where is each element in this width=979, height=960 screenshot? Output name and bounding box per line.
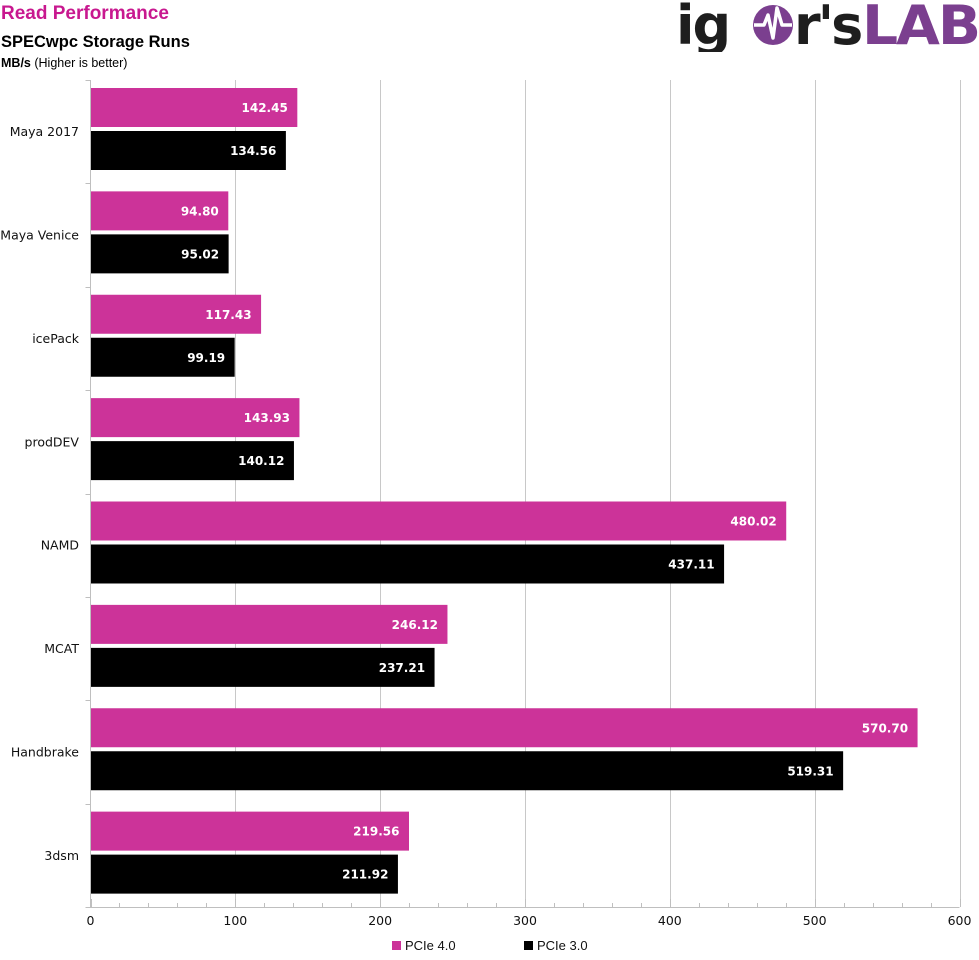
bar-value-label: 117.43 bbox=[205, 308, 251, 322]
bar-value-label: 237.21 bbox=[379, 661, 425, 675]
legend-label-pcie3: PCIe 3.0 bbox=[537, 938, 588, 953]
x-tick-label: 500 bbox=[803, 913, 827, 928]
logo-text-ig: ig bbox=[676, 0, 729, 52]
bar bbox=[91, 88, 298, 127]
x-tick-label: 200 bbox=[368, 913, 392, 928]
category-label: Maya Venice bbox=[0, 228, 79, 243]
bar bbox=[91, 501, 787, 541]
x-tick-label: 400 bbox=[658, 913, 682, 928]
legend-label-pcie4: PCIe 4.0 bbox=[405, 938, 456, 953]
chart-subtitle: SPECwpc Storage Runs bbox=[1, 33, 190, 51]
bar-value-label: 143.93 bbox=[244, 411, 290, 425]
category-label: icePack bbox=[32, 331, 80, 346]
x-tick-label: 100 bbox=[223, 913, 247, 928]
labels: 142.45 134.56 Maya 2017 94.80 95.02 Maya Veni… bbox=[0, 101, 971, 928]
bar-value-label: 142.45 bbox=[242, 101, 288, 115]
category-label: NAMD bbox=[41, 538, 79, 553]
x-tick-label: 600 bbox=[948, 913, 972, 928]
bar bbox=[91, 191, 229, 231]
bar-chart: 142.45 134.56 Maya 2017 94.80 95.02 Maya Veni… bbox=[0, 80, 971, 928]
bar-value-label: 134.56 bbox=[230, 144, 276, 158]
bar bbox=[91, 751, 844, 791]
bar-value-label: 519.31 bbox=[787, 764, 833, 778]
legend-swatch-pcie4 bbox=[392, 941, 401, 950]
unit-label: MB/s bbox=[1, 56, 31, 70]
legend-swatch-pcie3 bbox=[524, 941, 533, 950]
bar bbox=[91, 398, 300, 438]
bar bbox=[91, 337, 235, 377]
bar bbox=[91, 294, 262, 334]
bars bbox=[91, 88, 918, 894]
bar-value-label: 437.11 bbox=[668, 558, 714, 572]
bar bbox=[91, 811, 409, 851]
category-label: 3dsm bbox=[44, 848, 79, 863]
bar-value-label: 211.92 bbox=[342, 868, 388, 882]
logo-text-rs: r's bbox=[794, 0, 861, 52]
category-label: Handbrake bbox=[11, 744, 79, 759]
bar-value-label: 480.02 bbox=[730, 515, 776, 529]
legend-item-pcie3: PCIe 3.0 bbox=[524, 938, 588, 953]
bar-value-label: 246.12 bbox=[392, 618, 438, 632]
unit-line: MB/s (Higher is better) bbox=[1, 56, 127, 70]
bar bbox=[91, 708, 918, 748]
logo-text-lab: LAB bbox=[862, 0, 979, 52]
axes bbox=[85, 80, 961, 908]
bar-value-label: 140.12 bbox=[238, 454, 284, 468]
bar-value-label: 95.02 bbox=[181, 247, 219, 261]
bar-value-label: 570.70 bbox=[862, 721, 908, 735]
bar bbox=[91, 604, 448, 644]
category-label: MCAT bbox=[44, 641, 79, 656]
bar-value-label: 94.80 bbox=[181, 204, 219, 218]
legend: PCIe 4.0 PCIe 3.0 bbox=[0, 938, 979, 958]
bar bbox=[91, 647, 435, 687]
legend-item-pcie4: PCIe 4.0 bbox=[392, 938, 456, 953]
bar bbox=[91, 131, 286, 170]
bar-value-label: 219.56 bbox=[353, 825, 399, 839]
chart-title: Read Performance bbox=[1, 3, 169, 24]
bar-value-label: 99.19 bbox=[187, 351, 225, 365]
x-tick-label: 300 bbox=[513, 913, 537, 928]
igorslab-logo: ig r's LAB bbox=[676, 0, 979, 52]
logo-pulse-icon bbox=[753, 5, 793, 45]
category-label: prodDEV bbox=[25, 434, 80, 449]
bar bbox=[91, 441, 294, 481]
bar bbox=[91, 854, 398, 894]
x-tick-label: 0 bbox=[87, 913, 95, 928]
unit-note: (Higher is better) bbox=[34, 56, 128, 70]
bar bbox=[91, 234, 229, 274]
bar bbox=[91, 544, 725, 584]
category-label: Maya 2017 bbox=[10, 124, 79, 139]
